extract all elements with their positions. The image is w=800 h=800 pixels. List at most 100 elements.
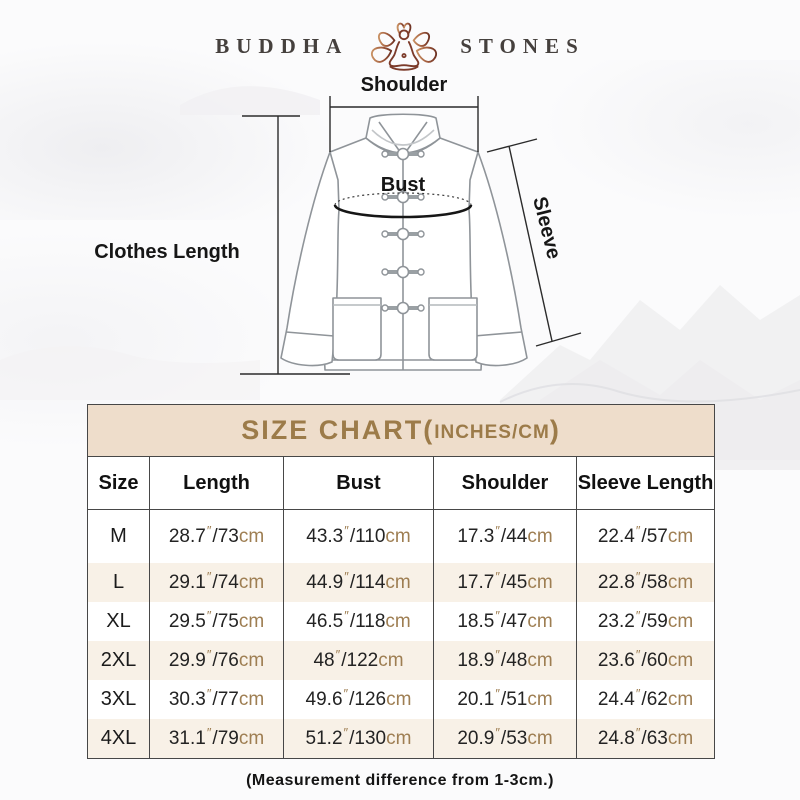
cm-value: /51 [500, 688, 528, 710]
inch-value: 43.3 [306, 525, 344, 547]
inch-mark: ″ [344, 569, 349, 584]
cm-value: /76 [212, 649, 239, 671]
cm-unit: cm [385, 525, 411, 547]
bust-value-cell: 46.5 ″/118 cm [284, 602, 434, 641]
inch-value: 20.1 [457, 688, 495, 710]
bust-girth-line [333, 192, 473, 219]
size-row-xl: XL 29.5 ″/75 cm 46.5 ″/118 cm 18.5 ″/47 cm 23.2 ″/5… [88, 602, 714, 641]
inch-mark: ″ [206, 725, 212, 740]
inch-value: 22.8 [597, 571, 635, 593]
cm-unit: cm [667, 727, 694, 749]
inch-mark: ″ [635, 725, 641, 740]
sleeve-value-cell: 22.8 ″/58 cm [577, 563, 714, 602]
sleeve-value-cell: 24.8 ″/63 cm [577, 719, 714, 758]
cm-value: /47 [500, 610, 528, 632]
size-chart-title-main: SIZE CHART( [241, 415, 435, 445]
inch-value: 23.2 [597, 610, 635, 632]
shoulder-value-cell: 20.1 ″/51 cm [434, 680, 577, 719]
inch-mark: ″ [635, 569, 641, 584]
cm-value: /60 [641, 649, 668, 671]
inch-value: 24.4 [597, 688, 635, 710]
size-chart-title-close: ) [549, 415, 561, 445]
shoulder-value-cell: 17.7 ″/45 cm [434, 563, 577, 602]
inch-value: 20.9 [457, 727, 495, 749]
inch-mark: ″ [495, 647, 500, 662]
length-value-cell: 28.7 ″/73 cm [150, 510, 284, 563]
cm-unit: cm [238, 525, 265, 547]
cm-value: /74 [212, 571, 239, 593]
cm-unit: cm [386, 727, 412, 749]
shoulder-value-cell: 20.9 ″/53 cm [434, 719, 577, 758]
inch-value: 30.3 [168, 688, 206, 710]
bust-value-cell: 43.3 ″/110 cm [284, 510, 434, 563]
cm-value: /114 [349, 571, 386, 593]
clothes-length-label: Clothes Length [94, 241, 240, 263]
cm-unit: cm [667, 571, 694, 593]
cm-value: /130 [349, 727, 387, 749]
length-value-cell: 29.5 ″/75 cm [150, 602, 284, 641]
bust-label: Bust [380, 174, 426, 196]
shoulder-label: Shoulder [360, 74, 448, 96]
sleeve-value-cell: 23.6 ″/60 cm [577, 641, 714, 680]
size-chart-title-units: INCHES/CM [434, 421, 550, 443]
cm-value: /53 [500, 727, 528, 749]
inch-mark: ″ [206, 686, 212, 701]
bust-value-cell: 51.2 ″/130 cm [284, 719, 434, 758]
bust-value-cell: 49.6 ″/126 cm [284, 680, 434, 719]
cm-value: /110 [349, 525, 386, 547]
cm-unit: cm [385, 571, 411, 593]
size-label: 4XL [88, 719, 150, 758]
shoulder-value-cell: 17.3 ″/44 cm [434, 510, 577, 563]
inch-value: 18.9 [457, 649, 495, 671]
size-label: 2XL [88, 641, 150, 680]
size-chart-body: M 28.7 ″/73 cm 43.3 ″/110 cm 17.3 ″/44 cm 22.4 ″/57… [88, 510, 714, 758]
sleeve-value-cell: 24.4 ″/62 cm [577, 680, 714, 719]
cm-unit: cm [667, 525, 694, 547]
size-chart-title: SIZE CHART(INCHES/CM) [88, 405, 714, 457]
cm-unit: cm [527, 571, 553, 593]
inch-mark: ″ [206, 608, 212, 623]
cm-value: /63 [641, 727, 668, 749]
cm-value: /77 [212, 688, 239, 710]
cm-value: /57 [641, 525, 668, 547]
inch-mark: ″ [206, 523, 212, 538]
inch-mark: ″ [344, 523, 349, 538]
length-value-cell: 31.1 ″/79 cm [150, 719, 284, 758]
brand-name-left: BUDDHA [215, 33, 349, 58]
inch-value: 17.7 [457, 571, 495, 593]
inch-mark: ″ [344, 608, 349, 623]
brand-name-right: STONES [460, 33, 585, 58]
column-header-bust: Bust [284, 457, 434, 509]
cm-unit: cm [238, 649, 265, 671]
inch-value: 46.5 [306, 610, 344, 632]
cm-unit: cm [667, 610, 694, 632]
inch-mark: ″ [635, 686, 641, 701]
sleeve-value-cell: 23.2 ″/59 cm [577, 602, 714, 641]
inch-mark: ″ [335, 647, 341, 662]
size-chart-table: SIZE CHART(INCHES/CM) Size Length Bust Shou… [87, 404, 715, 759]
size-label: 3XL [88, 680, 150, 719]
inch-mark: ″ [635, 523, 641, 538]
measurement-note: (Measurement difference from 1-3cm.) [246, 772, 554, 789]
cm-value: /126 [349, 688, 387, 710]
length-value-cell: 29.9 ″/76 cm [150, 641, 284, 680]
bust-value-cell: 48 ″/122 cm [284, 641, 434, 680]
inch-mark: ″ [495, 725, 500, 740]
column-header-shoulder: Shoulder [434, 457, 577, 509]
inch-value: 29.9 [168, 649, 206, 671]
jacket-drawing [280, 113, 528, 371]
size-label: XL [88, 602, 150, 641]
inch-value: 24.8 [597, 727, 635, 749]
cm-value: /48 [500, 649, 528, 671]
cm-value: /45 [500, 571, 528, 593]
cm-value: /44 [500, 525, 528, 547]
length-value-cell: 29.1 ″/74 cm [150, 563, 284, 602]
inch-value: 44.9 [306, 571, 344, 593]
inch-mark: ″ [206, 647, 212, 662]
cm-unit: cm [667, 688, 694, 710]
cm-unit: cm [527, 610, 553, 632]
cm-unit: cm [527, 649, 553, 671]
cm-value: /59 [641, 610, 668, 632]
cm-unit: cm [386, 688, 412, 710]
cm-value: /118 [349, 610, 386, 632]
